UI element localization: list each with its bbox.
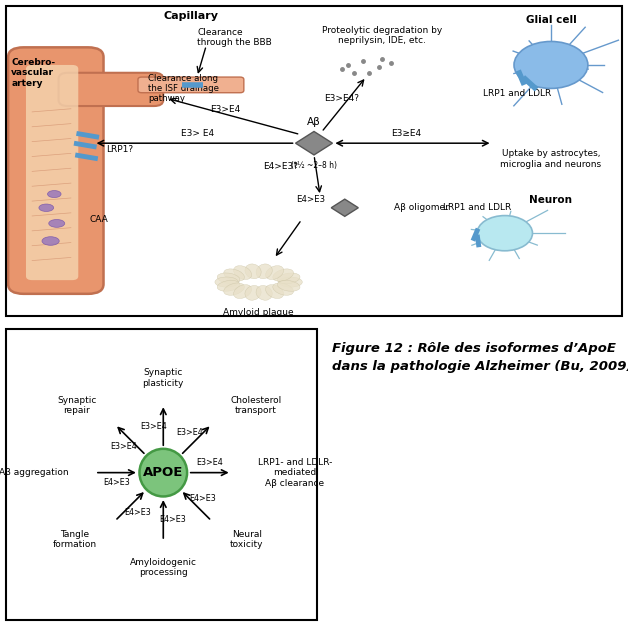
Text: LRP1- and LDLR-
mediated
Aβ clearance: LRP1- and LDLR- mediated Aβ clearance xyxy=(258,458,332,488)
Text: Proteolytic degradation by
neprilysin, IDE, etc.: Proteolytic degradation by neprilysin, I… xyxy=(322,26,442,45)
Ellipse shape xyxy=(224,283,244,295)
Text: Glial cell: Glial cell xyxy=(526,15,577,25)
Ellipse shape xyxy=(42,237,59,245)
FancyBboxPatch shape xyxy=(58,73,163,106)
Text: Aβ oligomer: Aβ oligomer xyxy=(394,203,449,212)
Ellipse shape xyxy=(256,264,273,279)
Text: Synaptic
repair: Synaptic repair xyxy=(57,396,97,416)
Ellipse shape xyxy=(217,273,240,284)
Text: LRP1 and LDLR: LRP1 and LDLR xyxy=(483,89,551,98)
Text: E3>E4: E3>E4 xyxy=(110,442,137,451)
Ellipse shape xyxy=(256,285,273,300)
Ellipse shape xyxy=(273,283,293,295)
Text: Neural
toxicity: Neural toxicity xyxy=(230,530,264,549)
Text: E3≥E4: E3≥E4 xyxy=(391,129,421,138)
Text: E4>E3: E4>E3 xyxy=(104,478,130,487)
Ellipse shape xyxy=(245,264,261,279)
Text: E4>E3: E4>E3 xyxy=(296,195,325,205)
Ellipse shape xyxy=(266,285,284,299)
Ellipse shape xyxy=(39,204,53,212)
Text: E3>E4: E3>E4 xyxy=(176,428,203,438)
Ellipse shape xyxy=(245,285,261,300)
Text: Tangle
formation: Tangle formation xyxy=(52,530,97,549)
Ellipse shape xyxy=(234,265,252,280)
Ellipse shape xyxy=(224,269,244,281)
FancyBboxPatch shape xyxy=(8,48,104,294)
Ellipse shape xyxy=(279,277,302,287)
Text: E3>E4?: E3>E4? xyxy=(324,94,359,103)
Text: APOE: APOE xyxy=(143,466,183,479)
Text: Amyloid plaque: Amyloid plaque xyxy=(224,308,294,317)
Text: Cholesterol
transport: Cholesterol transport xyxy=(230,396,281,416)
Text: (t½ ~2–8 h): (t½ ~2–8 h) xyxy=(291,162,337,170)
Polygon shape xyxy=(296,131,332,155)
Text: Capillary: Capillary xyxy=(163,11,219,21)
Text: Aβ aggregation: Aβ aggregation xyxy=(0,468,68,477)
Ellipse shape xyxy=(48,190,61,198)
Ellipse shape xyxy=(215,277,238,287)
Text: Cerebro-
vascular
artery: Cerebro- vascular artery xyxy=(11,58,55,88)
Polygon shape xyxy=(331,199,359,217)
Text: E3> E4: E3> E4 xyxy=(180,129,214,138)
Text: Neuron: Neuron xyxy=(529,195,573,205)
Text: E4>E3?: E4>E3? xyxy=(263,162,298,171)
FancyBboxPatch shape xyxy=(138,77,244,93)
Ellipse shape xyxy=(266,265,284,280)
Ellipse shape xyxy=(273,269,293,281)
Ellipse shape xyxy=(234,285,252,299)
Circle shape xyxy=(477,215,533,251)
Text: E4>E3: E4>E3 xyxy=(160,515,187,523)
Text: Clearance along
the ISF drainage
pathway: Clearance along the ISF drainage pathway xyxy=(148,73,219,103)
Text: Amyloidogenic
processing: Amyloidogenic processing xyxy=(130,558,197,577)
Text: Synaptic
plasticity: Synaptic plasticity xyxy=(143,368,184,387)
Text: Clearance
through the BBB: Clearance through the BBB xyxy=(197,28,272,47)
Text: Figure 12 : Rôle des isoformes d’ApoE
dans la pathologie Alzheimer (Bu, 2009): Figure 12 : Rôle des isoformes d’ApoE da… xyxy=(332,342,628,374)
Circle shape xyxy=(514,41,588,88)
FancyBboxPatch shape xyxy=(26,65,78,280)
Ellipse shape xyxy=(49,220,65,227)
Text: E4>E3: E4>E3 xyxy=(124,508,151,517)
Circle shape xyxy=(139,449,187,496)
Text: E3>E4: E3>E4 xyxy=(197,458,223,468)
Ellipse shape xyxy=(278,280,300,291)
Text: E4>E3: E4>E3 xyxy=(190,494,217,503)
Text: LRP1?: LRP1? xyxy=(107,145,134,153)
Text: E3>E4: E3>E4 xyxy=(140,422,167,431)
Text: Uptake by astrocytes,
microglia and neurons: Uptake by astrocytes, microglia and neur… xyxy=(501,149,602,168)
Text: Aβ: Aβ xyxy=(307,116,321,126)
Text: CAA: CAA xyxy=(89,215,108,224)
Ellipse shape xyxy=(278,273,300,284)
Ellipse shape xyxy=(217,280,240,291)
Text: LRP1 and LDLR: LRP1 and LDLR xyxy=(443,203,511,212)
Text: E3>E4: E3>E4 xyxy=(210,105,240,115)
